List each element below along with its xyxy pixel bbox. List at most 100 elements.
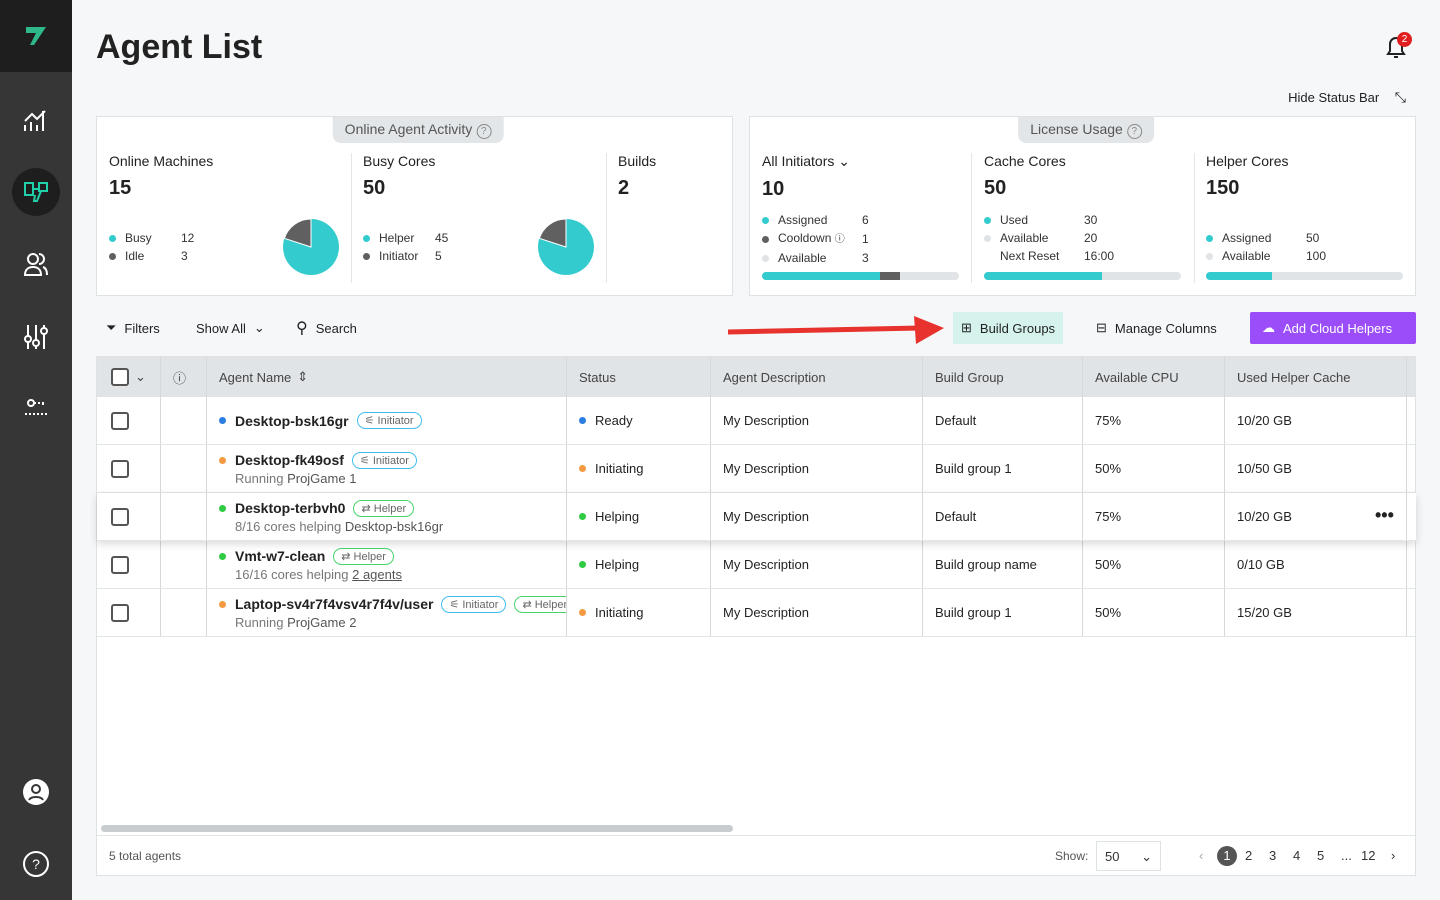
table-footer: 5 total agents Show: 50 ⌄ ‹ 1 2 3 4 5... 12 › bbox=[97, 835, 1415, 875]
initiators-bar bbox=[762, 272, 959, 280]
page-2[interactable]: 2 bbox=[1245, 848, 1253, 863]
cell-desc: My Description bbox=[711, 397, 923, 444]
filter-icon: ⏷ bbox=[106, 320, 117, 335]
column-cache[interactable]: Used Helper Cache bbox=[1225, 357, 1407, 397]
cell-cpu: 50% bbox=[1083, 445, 1225, 492]
agent-name[interactable]: Desktop-bsk16gr bbox=[235, 412, 349, 429]
cell-group: Default bbox=[923, 493, 1083, 540]
agent-name[interactable]: Vmt-w7-clean bbox=[235, 548, 326, 564]
row-checkbox[interactable] bbox=[111, 555, 129, 574]
agent-name[interactable]: Desktop-fk49osf bbox=[235, 452, 344, 468]
cell-cpu: 75% bbox=[1083, 397, 1225, 444]
svg-text:?: ? bbox=[32, 856, 40, 872]
role-tag: ⇄ Helper bbox=[514, 595, 566, 613]
info-column-icon: ⓘ bbox=[161, 357, 207, 397]
cell-cpu: 50% bbox=[1083, 589, 1225, 636]
cell-group: Build group name bbox=[923, 541, 1083, 588]
online-machines: Online Machines 15 bbox=[109, 153, 214, 199]
chevron-down-icon: ⌄ bbox=[838, 153, 850, 169]
next-page-icon[interactable]: › bbox=[1391, 848, 1396, 863]
help-icon[interactable]: ? bbox=[1126, 124, 1142, 139]
logo[interactable] bbox=[0, 0, 72, 72]
filters-button[interactable]: ⏷ Filters bbox=[106, 320, 160, 336]
sidebar: ? bbox=[0, 0, 72, 900]
cloud-plus-icon: ☁ bbox=[1262, 320, 1275, 335]
users-icon[interactable] bbox=[12, 240, 60, 288]
table-row[interactable]: Vmt-w7-clean ⇄ Helper 16/16 cores helping… bbox=[97, 541, 1415, 589]
role-tag: ⚟ Initiator bbox=[351, 451, 417, 469]
online-agent-activity-card: Online Agent Activity? Online Machines 15… bbox=[96, 116, 733, 296]
page-1[interactable]: 1 bbox=[1217, 846, 1237, 866]
column-cpu[interactable]: Available CPU bbox=[1083, 357, 1225, 397]
row-checkbox[interactable] bbox=[111, 411, 129, 430]
machines-legend: Busy 12 Idle 3 bbox=[109, 229, 194, 265]
total-count: 5 total agents bbox=[109, 849, 182, 863]
cell-desc: My Description bbox=[711, 493, 923, 540]
page-4[interactable]: 4 bbox=[1293, 848, 1301, 863]
page-5[interactable]: 5 bbox=[1317, 848, 1325, 863]
column-description[interactable]: Agent Description bbox=[711, 357, 923, 397]
cell-desc: My Description bbox=[711, 445, 923, 492]
red-arrow-annotation bbox=[727, 316, 944, 344]
table-header: ⌄ ⓘ Agent Name ⇕ Status Agent Description… bbox=[97, 357, 1415, 397]
helper-cores: Helper Cores 150 bbox=[1206, 153, 1289, 199]
card-title: Online Agent Activity? bbox=[332, 117, 504, 143]
row-checkbox[interactable] bbox=[111, 459, 129, 478]
page-...[interactable]: ... bbox=[1341, 848, 1352, 863]
agent-name[interactable]: Laptop-sv4r7f4vsv4r7f4v/user bbox=[235, 596, 434, 612]
cell-status: Ready bbox=[567, 397, 711, 444]
help-icon[interactable]: ? bbox=[476, 124, 492, 139]
page-size-select[interactable]: 50 ⌄ bbox=[1096, 841, 1161, 871]
role-tag: ⚟ Initiator bbox=[441, 595, 507, 613]
page-3[interactable]: 3 bbox=[1269, 848, 1277, 863]
agent-status-dot bbox=[219, 504, 226, 512]
cell-status: Helping bbox=[567, 493, 711, 540]
builds: Builds 2 bbox=[618, 153, 657, 199]
role-tag: ⇄ Helper bbox=[333, 547, 394, 565]
column-agent-name[interactable]: Agent Name ⇕ bbox=[207, 357, 567, 397]
prev-page-icon[interactable]: ‹ bbox=[1199, 848, 1204, 863]
collapse-icon: ⤡ bbox=[1394, 89, 1406, 105]
settings-icon[interactable] bbox=[12, 312, 60, 360]
page-title: Agent List bbox=[96, 28, 263, 66]
cores-legend: Helper 45 Initiator 5 bbox=[363, 229, 448, 265]
agents-table: ⌄ ⓘ Agent Name ⇕ Status Agent Description… bbox=[96, 356, 1416, 876]
select-all-checkbox[interactable]: ⌄ bbox=[97, 357, 161, 397]
table-row[interactable]: Desktop-terbvh0 ⇄ Helper 8/16 cores helpi… bbox=[97, 493, 1416, 541]
role-tag: ⚟ Initiator bbox=[356, 412, 422, 429]
account-icon[interactable] bbox=[12, 768, 60, 816]
more-options-icon[interactable]: ••• bbox=[1375, 505, 1394, 525]
search-button[interactable]: ⚲ Search bbox=[296, 320, 357, 337]
cell-cache: 10/20 GB bbox=[1225, 493, 1407, 540]
cell-cpu: 75% bbox=[1083, 493, 1225, 540]
table-row[interactable]: Laptop-sv4r7f4vsv4r7f4v/user ⚟ Initiator ⇄… bbox=[97, 589, 1415, 637]
hide-status-bar-button[interactable]: Hide Status Bar ⤡ bbox=[1288, 89, 1406, 106]
row-checkbox[interactable] bbox=[111, 507, 129, 526]
cell-group: Build group 1 bbox=[923, 589, 1083, 636]
add-cloud-helpers-button[interactable]: ☁ Add Cloud Helpers bbox=[1250, 312, 1416, 344]
analytics-icon[interactable] bbox=[12, 96, 60, 144]
notification-badge: 2 bbox=[1397, 32, 1412, 47]
show-all-dropdown[interactable]: Show All ⌄ bbox=[196, 320, 265, 336]
help-icon[interactable]: ? bbox=[12, 840, 60, 888]
column-status[interactable]: Status bbox=[567, 357, 711, 397]
toolbar: ⏷ Filters Show All ⌄ ⚲ Search ⊞ Build Groups… bbox=[96, 312, 1416, 344]
license-usage-card: License Usage? All Initiators ⌄ 10 Assign… bbox=[749, 116, 1416, 296]
page-12[interactable]: 12 bbox=[1361, 848, 1376, 863]
agents-icon[interactable] bbox=[12, 168, 60, 216]
table-row[interactable]: Desktop-bsk16gr ⚟ Initiator Ready My Descr… bbox=[97, 397, 1415, 445]
license-key-icon[interactable] bbox=[12, 384, 60, 432]
cell-cache: 0/10 GB bbox=[1225, 541, 1407, 588]
row-checkbox[interactable] bbox=[111, 603, 129, 622]
table-row[interactable]: Desktop-fk49osf ⚟ Initiator Running ProjG… bbox=[97, 445, 1415, 493]
agents-link[interactable]: 2 agents bbox=[352, 566, 402, 582]
manage-columns-button[interactable]: ⊟ Manage Columns bbox=[1096, 320, 1217, 336]
cell-group: Default bbox=[923, 397, 1083, 444]
column-build-group[interactable]: Build Group bbox=[923, 357, 1083, 397]
initiators-dropdown[interactable]: All Initiators ⌄ 10 bbox=[762, 153, 850, 200]
agent-name[interactable]: Desktop-terbvh0 bbox=[235, 500, 346, 516]
hide-status-bar-label: Hide Status Bar bbox=[1288, 90, 1380, 105]
horizontal-scrollbar[interactable] bbox=[101, 825, 733, 832]
build-groups-button[interactable]: ⊞ Build Groups bbox=[953, 312, 1064, 344]
cores-pie-chart bbox=[538, 219, 594, 275]
